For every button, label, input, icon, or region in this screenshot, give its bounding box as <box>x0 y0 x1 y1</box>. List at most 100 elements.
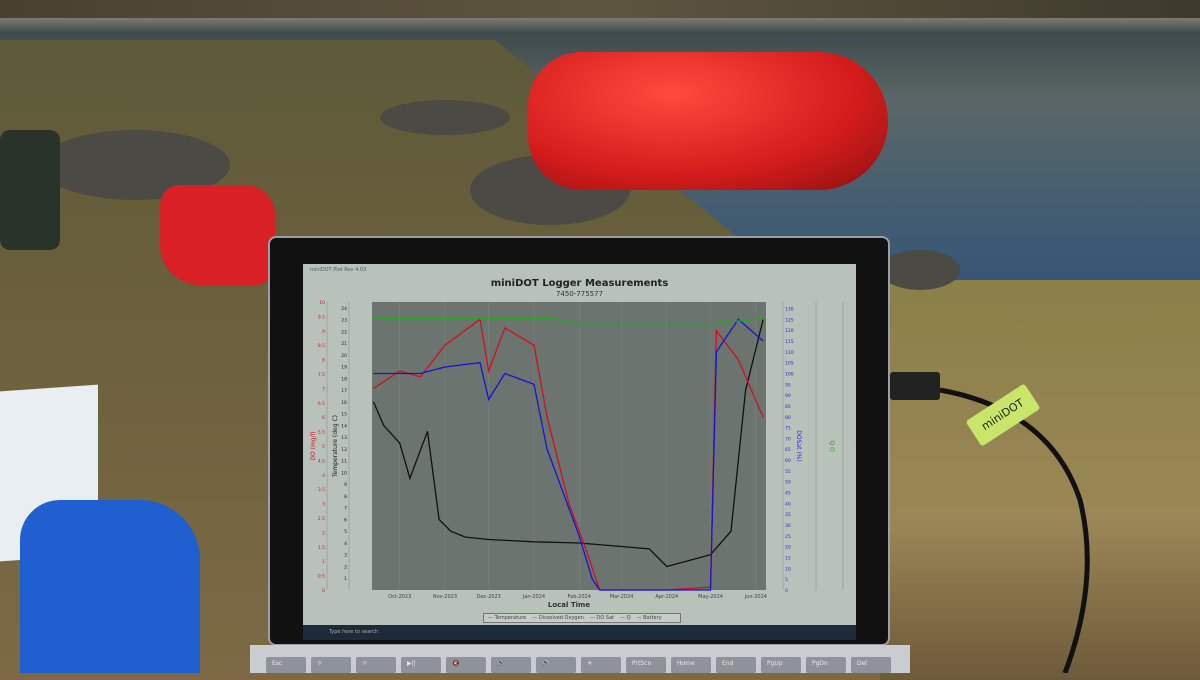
y-tick-label: 12 <box>341 447 347 453</box>
y-tick-label: 11 <box>341 459 347 465</box>
y-tick-label: 0 <box>785 588 788 594</box>
y-tick-label: 95 <box>785 382 791 388</box>
y-tick-label: 2 <box>322 530 325 536</box>
y-tick-label: 10 <box>341 470 347 476</box>
key[interactable]: 🔇 <box>446 657 486 673</box>
y-tick-label: 85 <box>785 404 791 410</box>
x-tick-label: Apr-2024 <box>655 594 678 600</box>
y-tick-label: 45 <box>785 491 791 497</box>
y-tick-label: 2.5 <box>318 516 325 522</box>
y-tick-label: 6.5 <box>318 401 325 407</box>
y-tick-label: 4.5 <box>318 458 325 464</box>
key[interactable]: ☀ <box>581 657 621 673</box>
blue-bag <box>20 500 200 673</box>
y-tick-label: 3.5 <box>318 487 325 493</box>
y-tick-label: 1.5 <box>318 545 325 551</box>
y-tick-label: 15 <box>341 412 347 418</box>
y-tick-label: 105 <box>785 361 794 367</box>
key[interactable]: PgUp <box>761 657 801 673</box>
rock <box>880 250 960 290</box>
rock <box>380 100 510 135</box>
x-tick-label: Dec-2023 <box>477 594 501 600</box>
legend-item: — Q <box>620 615 631 621</box>
y-tick-label: 115 <box>785 339 794 345</box>
y-tick-label: 18 <box>341 376 347 382</box>
key[interactable]: End <box>716 657 756 673</box>
red-packraft <box>528 52 888 190</box>
y-tick-label: 4 <box>322 473 325 479</box>
key[interactable]: Esc <box>266 657 306 673</box>
key[interactable]: PgDn <box>806 657 846 673</box>
y-tick-label: 125 <box>785 317 794 323</box>
y-tick-label: 19 <box>341 365 347 371</box>
y-tick-label: 90 <box>785 393 791 399</box>
y-tick-label: 13 <box>341 435 347 441</box>
y-tick-label: 9.5 <box>318 314 325 320</box>
key[interactable]: ☼ <box>356 657 396 673</box>
key[interactable]: 🔊 <box>536 657 576 673</box>
y-axis-label: Temperature (deg C) <box>332 415 339 478</box>
key[interactable]: Del <box>851 657 891 673</box>
chart-plot: Oct-2023 Nov-2023 Dec-2023 Jan-2024 Feb-2024… <box>310 300 856 609</box>
y-tick-label: 3 <box>322 502 325 508</box>
window-title: miniDOT Plot Rev 4.03 <box>310 267 367 273</box>
x-axis-label: Local Time <box>548 601 590 609</box>
right-grass-bank <box>880 280 1200 680</box>
plot-area <box>372 302 766 590</box>
y-tick-label: 7 <box>322 386 325 392</box>
taskbar: Type here to search <box>303 625 856 640</box>
y-tick-label: 100 <box>785 371 794 377</box>
x-tick-label: Mar-2024 <box>610 594 634 600</box>
y-axis-label: Battery (volt) <box>855 426 856 466</box>
y-tick-label: 30 <box>785 523 791 529</box>
usb-cable-plug <box>890 372 940 400</box>
y-tick-label: 5 <box>785 577 788 583</box>
y-tick-label: 24 <box>341 306 347 312</box>
y-tick-label: 3 <box>344 553 347 559</box>
y-tick-label: 55 <box>785 469 791 475</box>
y-tick-label: 120 <box>785 328 794 334</box>
y-tick-label: 7.5 <box>318 372 325 378</box>
y-tick-label: 8 <box>322 358 325 364</box>
x-tick-label: Jan-2024 <box>522 594 545 600</box>
y-tick-label: 60 <box>785 458 791 464</box>
y-tick-label: 20 <box>341 353 347 359</box>
y-tick-label: 17 <box>341 388 347 394</box>
y-tick-label: 65 <box>785 447 791 453</box>
y-tick-label: 1 <box>344 576 347 582</box>
legend-item: — Dissolved Oxygen <box>532 615 584 621</box>
red-bag <box>160 185 275 285</box>
key[interactable]: Home <box>671 657 711 673</box>
y-tick-label: 22 <box>341 329 347 335</box>
y-tick-label: 8.5 <box>318 343 325 349</box>
y-tick-label: 50 <box>785 480 791 486</box>
series-line-q <box>373 317 764 325</box>
usb-cable <box>939 387 1090 673</box>
legend-item: — Temperature <box>488 615 527 621</box>
y-tick-label: 25 <box>785 534 791 540</box>
key[interactable]: 🔉 <box>491 657 531 673</box>
y-tick-label: 1 <box>322 559 325 565</box>
y-tick-label: 5.5 <box>318 430 325 436</box>
key[interactable]: ▶|| <box>401 657 441 673</box>
backpack <box>0 130 60 250</box>
y-tick-label: 5 <box>322 444 325 450</box>
y-tick-label: 20 <box>785 545 791 551</box>
key[interactable]: ☼ <box>311 657 351 673</box>
y-tick-label: 23 <box>341 318 347 324</box>
chart-subtitle: 7450-775577 <box>555 290 604 298</box>
y-tick-label: 75 <box>785 426 791 432</box>
y-axis-label: DOSat (%) <box>795 430 802 461</box>
y-tick-label: 110 <box>785 350 794 356</box>
x-tick-label: May-2024 <box>698 594 723 600</box>
key[interactable]: PrtScn <box>626 657 666 673</box>
y-tick-label: 10 <box>785 566 791 572</box>
y-tick-label: 9 <box>322 329 325 335</box>
y-tick-label: 2 <box>344 564 347 570</box>
y-tick-label: 8 <box>344 494 347 500</box>
y-tick-label: 14 <box>341 423 347 429</box>
y-tick-label: 21 <box>341 341 347 347</box>
y-tick-label: 35 <box>785 512 791 518</box>
taskbar-search[interactable]: Type here to search <box>329 629 379 635</box>
y-tick-label: 10 <box>319 300 325 306</box>
